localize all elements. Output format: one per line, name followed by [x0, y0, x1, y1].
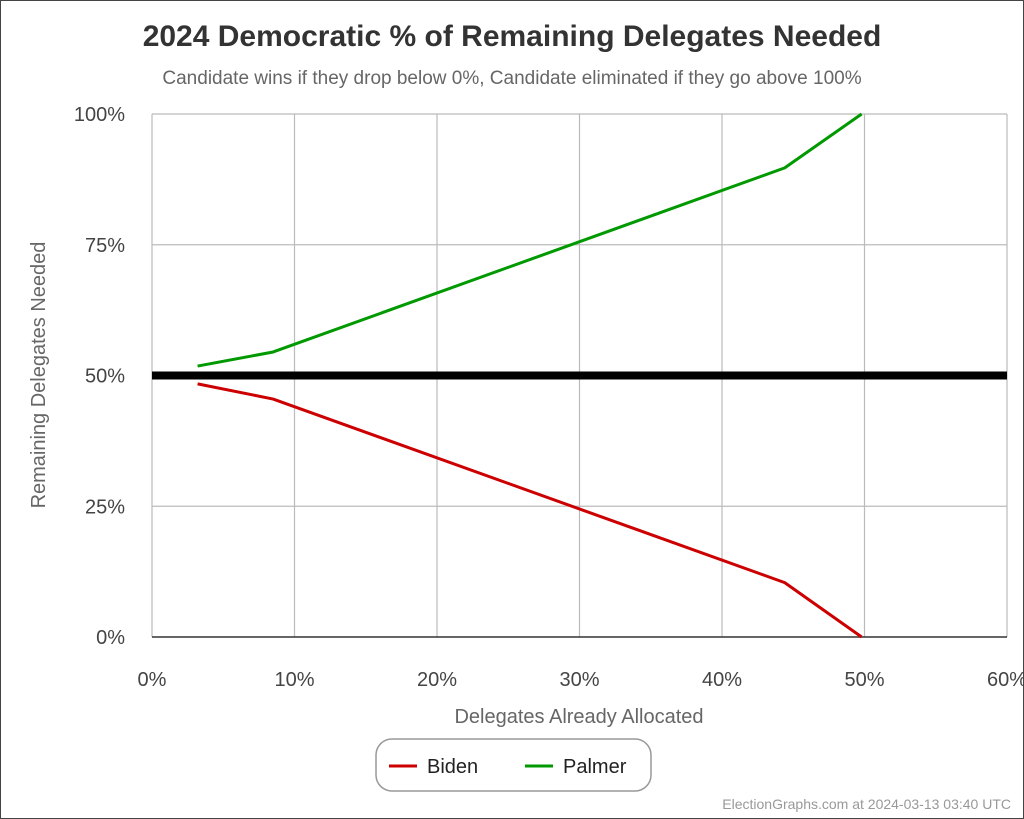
footer-credit: ElectionGraphs.com at 2024-03-13 03:40 U… — [722, 796, 1011, 812]
y-tick-label: 25% — [85, 496, 125, 518]
legend-box — [375, 738, 652, 792]
chart-subtitle: Candidate wins if they drop below 0%, Ca… — [162, 68, 861, 89]
x-tick-label: 0% — [138, 669, 167, 691]
x-tick-label: 60% — [987, 669, 1023, 691]
legend: Biden Palmer — [375, 738, 652, 792]
x-axis-label: Delegates Already Allocated — [454, 706, 703, 728]
x-tick-label: 40% — [702, 669, 742, 691]
y-tick-label: 100% — [74, 104, 125, 126]
series-line-biden — [197, 382, 863, 639]
y-axis-label: Remaining Delegates Needed — [28, 242, 50, 509]
legend-label-palmer: Palmer — [563, 756, 627, 778]
x-tick-label: 50% — [844, 669, 884, 691]
y-tick-label: 75% — [85, 235, 125, 257]
x-tick-label: 30% — [559, 669, 599, 691]
y-tick-label: 50% — [85, 366, 125, 388]
legend-label-biden: Biden — [427, 756, 478, 778]
chart-title: 2024 Democratic % of Remaining Delegates… — [143, 20, 882, 53]
x-tick-label: 10% — [274, 669, 314, 691]
x-tick-label: 20% — [417, 669, 457, 691]
series-line-palmer — [197, 112, 863, 368]
y-tick-label: 0% — [96, 627, 125, 649]
